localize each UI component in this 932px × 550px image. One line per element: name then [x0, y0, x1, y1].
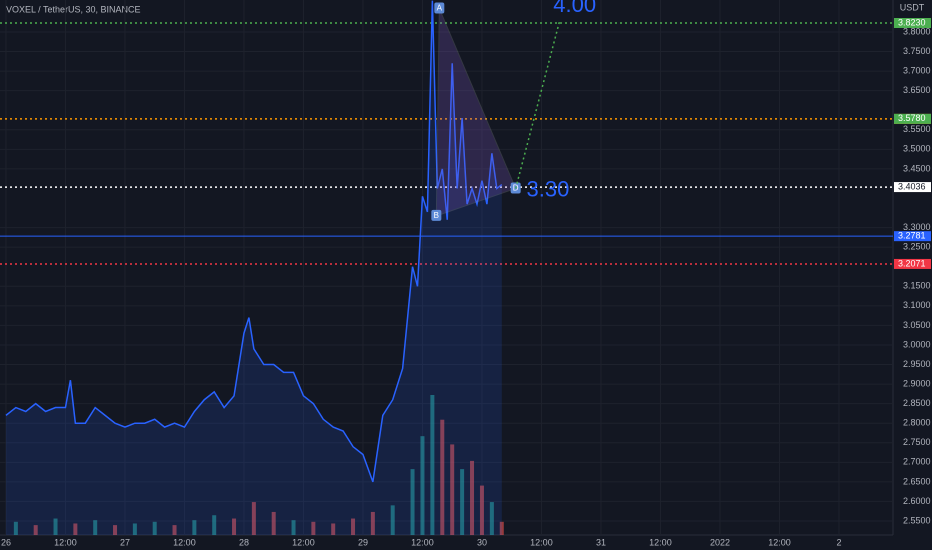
x-tick-label: 2022	[710, 537, 730, 547]
x-tick-label: 27	[120, 537, 130, 547]
price-line	[5, 0, 503, 483]
volume-bar	[460, 469, 465, 535]
volume-bar	[410, 469, 415, 535]
price-label: 3.5780	[898, 113, 926, 123]
chart-title: VOXEL / TetherUS, 30, BINANCE	[6, 4, 141, 14]
y-tick-label: 3.8000	[903, 26, 931, 36]
y-tick-label: 2.5500	[903, 515, 931, 525]
volume-bar	[489, 502, 494, 535]
volume-bar	[212, 515, 217, 535]
level-label: 3.8230	[898, 17, 926, 27]
y-tick-label: 2.6500	[903, 476, 931, 486]
volume-bar	[53, 518, 58, 535]
y-tick-label: 3.7500	[903, 46, 931, 56]
pattern-label: B	[434, 211, 439, 220]
y-tick-label: 2.9000	[903, 378, 931, 388]
volume-bar	[271, 511, 276, 535]
volume-bar	[430, 395, 435, 535]
pattern-label: A	[437, 4, 443, 13]
y-tick-label: 3.3000	[903, 222, 931, 232]
volume-bar	[370, 511, 375, 535]
y-tick-label: 3.6500	[903, 85, 931, 95]
area	[5, 0, 502, 535]
y-tick-label: 2.7500	[903, 437, 931, 447]
y-tick-label: 2.7000	[903, 457, 931, 467]
volume-bar	[113, 525, 118, 535]
y-tick-label: 3.7000	[903, 65, 931, 75]
x-tick-label: 12:00	[411, 537, 434, 547]
x-tick-label: 12:00	[54, 537, 77, 547]
volume-bar	[152, 521, 157, 535]
x-tick-label: 12:00	[173, 537, 196, 547]
volume-bar	[499, 521, 504, 535]
y-tick-label: 3.0000	[903, 339, 931, 349]
volume-bar	[232, 518, 237, 535]
level-label: 3.2071	[898, 258, 926, 268]
target-label: 3.30	[526, 176, 569, 201]
volume-bar	[192, 520, 197, 535]
x-tick-label: 29	[358, 537, 368, 547]
volume-bar	[33, 525, 38, 535]
y-tick-label: 3.5500	[903, 124, 931, 134]
volume-bar	[351, 518, 356, 535]
volume-bar	[470, 460, 475, 535]
price-tag	[894, 113, 931, 124]
price-label: 3.2781	[898, 231, 926, 241]
y-tick-label: 3.1500	[903, 281, 931, 291]
projection	[514, 22, 561, 189]
level-tag	[894, 18, 931, 29]
volume-bar	[132, 523, 137, 535]
volume-bar	[172, 525, 177, 535]
pattern-point	[431, 209, 442, 221]
volume-bar	[251, 502, 256, 535]
y-tick-label: 3.2500	[903, 242, 931, 252]
volume-bar	[331, 523, 336, 535]
y-tick-label: 3.4500	[903, 163, 931, 173]
volume-bar	[420, 436, 425, 535]
volume-bar	[311, 521, 316, 535]
pattern-triangle	[435, 8, 517, 217]
x-tick-label: 2	[836, 537, 841, 547]
x-tick-label: 12:00	[768, 537, 791, 547]
y-tick-label: 3.0500	[903, 320, 931, 330]
x-tick-label: 26	[1, 537, 11, 547]
x-tick-label: 28	[239, 537, 249, 547]
level-tag	[894, 182, 931, 193]
volume-bar	[440, 419, 445, 535]
y-tick-label: 2.6000	[903, 496, 931, 506]
price-tag	[894, 231, 931, 242]
level-label: 3.4036	[898, 181, 926, 191]
y-tick-label: 3.1000	[903, 300, 931, 310]
y-tick-label: 2.9500	[903, 359, 931, 369]
volume-bar	[390, 505, 395, 535]
target-label: 4.00	[553, 0, 596, 17]
x-tick-label: 30	[477, 537, 487, 547]
x-tick-label: 12:00	[292, 537, 315, 547]
volume-bar	[93, 520, 98, 535]
x-tick-label: 12:00	[530, 537, 553, 547]
volume-bar	[450, 444, 455, 535]
currency: USDT	[900, 2, 925, 12]
level-tag	[894, 258, 931, 269]
volume-bar	[73, 523, 78, 535]
volume-bar	[291, 520, 296, 535]
y-tick-label: 2.8500	[903, 398, 931, 408]
volume-bar	[479, 485, 484, 535]
volume-bar	[13, 521, 18, 535]
pattern-point	[434, 2, 445, 14]
x-tick-label: 31	[596, 537, 606, 547]
x-tick-label: 12:00	[649, 537, 672, 547]
y-tick-label: 2.8000	[903, 418, 931, 428]
y-tick-label: 3.5000	[903, 144, 931, 154]
